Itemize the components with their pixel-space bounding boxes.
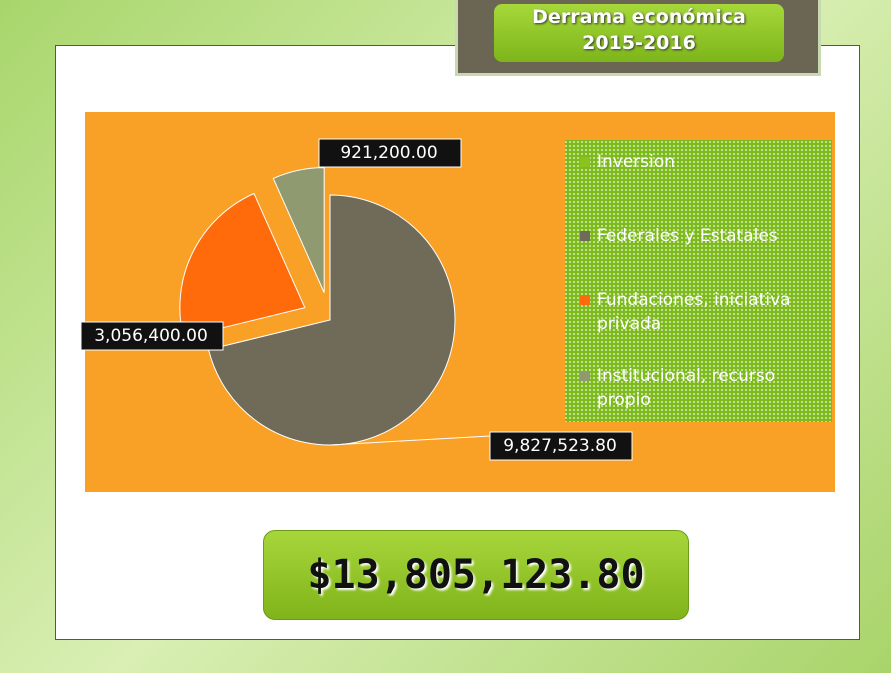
pie-slice [272,167,325,293]
title: Derrama económica [532,6,746,28]
data-label-bg [318,138,462,168]
title-frame: Derrama económica 2015-2016 [455,0,821,76]
pie-slice [207,194,456,446]
legend-label: Inversion [597,152,675,172]
data-label: 9,827,523.80 [503,436,617,456]
data-label-bg [80,321,224,351]
legend-box [565,140,832,422]
data-label: 921,200.00 [340,143,437,163]
title-label: Derrama económica 2015-2016 [494,4,784,62]
legend-label: Federales y Estatales [597,226,778,246]
legend-swatch [580,231,590,241]
subtitle: 2015-2016 [582,32,696,54]
data-label-bg [489,431,633,461]
legend-label: Institucional, recurso propio [597,366,775,410]
legend-swatch [580,295,590,305]
data-label: 3,056,400.00 [94,326,208,346]
legend-label: Fundaciones, iniciativa privada [597,290,791,334]
pie-slice [179,192,306,338]
leader-line [330,435,491,446]
total: $13,805,123.80 [263,530,689,620]
legend-swatch [580,157,590,167]
legend-swatch [580,371,590,381]
